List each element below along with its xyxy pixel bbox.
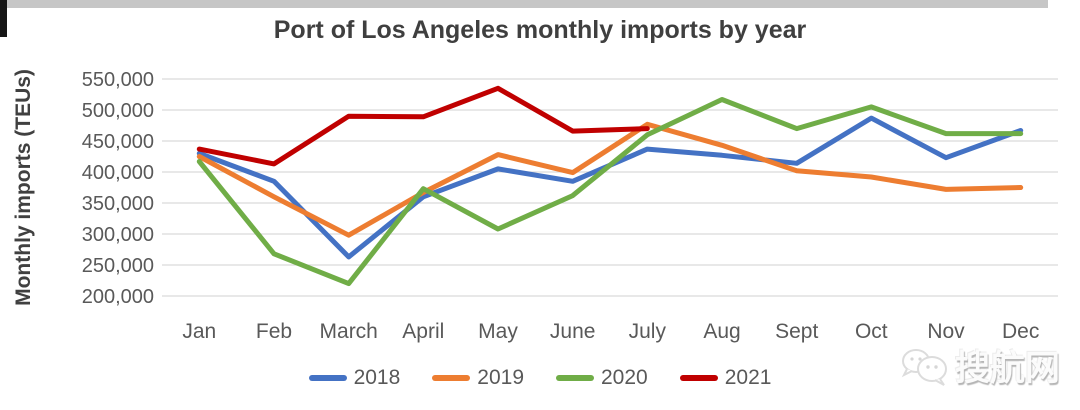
series-line-2019 [196, 121, 1024, 238]
line-chart-plot: 200,000 250,000 300,000 350,000 400,000 450,0… [12, 69, 1058, 343]
y-tick-label: 300,000 [82, 224, 154, 246]
legend-item-2020: 2020 [556, 366, 648, 390]
legend-swatch-2021 [679, 375, 718, 381]
x-tick-label: Nov [927, 320, 965, 343]
y-tick-label: 400,000 [82, 162, 154, 184]
y-tick-label: 350,000 [82, 193, 154, 215]
x-tick-label: Jan [182, 320, 216, 343]
legend-swatch-2018 [308, 375, 347, 381]
top-left-corner-block [0, 0, 7, 37]
legend-label-2019: 2019 [477, 366, 524, 389]
x-tick-label: Sept [775, 320, 818, 343]
legend-swatch-2020 [556, 375, 594, 381]
legend-item-2021: 2021 [679, 366, 772, 390]
y-tick-label: 500,000 [82, 100, 154, 122]
chart-title: Port of Los Angeles monthly imports by y… [273, 16, 807, 44]
y-axis-title: Monthly imports (TEUs) [12, 69, 35, 306]
series-line-2018 [196, 115, 1024, 260]
x-tick-label: Feb [256, 320, 292, 343]
series-line-2020 [196, 97, 1024, 287]
chart-legend: 2018 2019 2020 2021 [0, 366, 1080, 390]
x-tick-label: March [320, 320, 378, 343]
watermark-text: 搜航网 [954, 349, 1060, 388]
y-tick-label: 200,000 [82, 286, 154, 308]
wechat-bubbles-icon [901, 348, 947, 386]
legend-label-2018: 2018 [353, 366, 401, 389]
legend-item-2019: 2019 [432, 366, 524, 390]
x-tick-label: May [478, 320, 518, 343]
series-line-2021 [196, 85, 650, 167]
x-tick-label: April [402, 320, 444, 343]
x-tick-label: June [550, 320, 596, 343]
legend-item-2018: 2018 [308, 366, 401, 390]
legend-swatch-2019 [432, 375, 471, 381]
y-tick-label: 250,000 [82, 255, 154, 277]
y-tick-label: 550,000 [82, 69, 154, 91]
x-tick-label: Oct [855, 320, 888, 343]
y-tick-label: 450,000 [82, 131, 154, 153]
x-tick-label: Aug [703, 320, 740, 343]
legend-label-2020: 2020 [601, 366, 648, 389]
legend-label-2021: 2021 [724, 366, 772, 389]
watermark: 搜航网 [899, 340, 1060, 391]
top-edge-bar [0, 0, 1048, 8]
x-tick-label: Dec [1002, 320, 1039, 343]
x-tick-label: July [629, 320, 667, 343]
